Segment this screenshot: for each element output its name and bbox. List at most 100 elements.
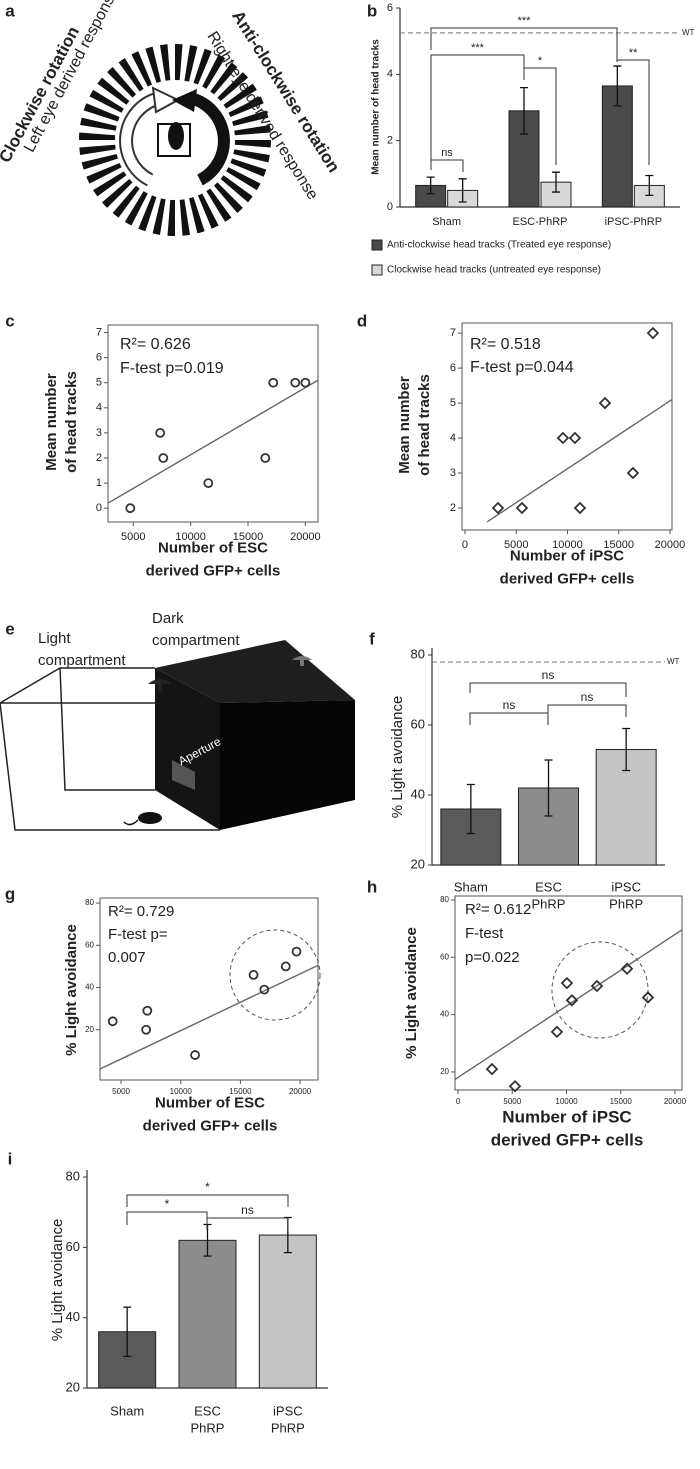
reference-label: WT	[682, 28, 695, 37]
y-tick-label: 20	[66, 1379, 80, 1394]
x-tick-label: 5000	[112, 1087, 130, 1096]
y-axis-label: % Light avoidance	[389, 696, 406, 819]
panel-label: d	[357, 311, 367, 330]
dark-box-side	[155, 668, 220, 830]
significance-bracket	[126, 1211, 208, 1225]
drum-stripe	[184, 45, 198, 82]
point	[515, 501, 529, 515]
drum-stripe	[223, 83, 257, 109]
drum-stripe	[217, 72, 248, 102]
point	[598, 396, 612, 410]
mouse	[138, 812, 162, 824]
error-bar	[426, 176, 435, 195]
y-tick-label: 60	[440, 952, 449, 961]
bar	[258, 1234, 317, 1389]
lamp	[292, 656, 312, 660]
y-tick-label: 80	[66, 1168, 80, 1183]
legend-swatch	[371, 239, 383, 251]
x-tick-label: ESC-PhRP	[512, 216, 567, 228]
drum-stripe	[131, 51, 153, 87]
significance-label: ns	[503, 698, 516, 712]
error-bar	[123, 1306, 132, 1357]
significance-bracket	[469, 682, 627, 697]
lamp-stem	[300, 660, 304, 666]
x-axis-label: Number of iPSC derived GFP+ cells	[500, 547, 635, 587]
legend-swatch	[371, 264, 383, 276]
point	[560, 976, 574, 990]
error-bar	[622, 727, 631, 772]
significance-label: ns	[581, 690, 594, 704]
y-tick-label: 4	[387, 68, 393, 80]
drum-stripe	[83, 103, 120, 122]
legend-label: Anti-clockwise head tracks (Treated eye …	[387, 240, 611, 251]
point	[268, 377, 279, 388]
point	[190, 1050, 200, 1060]
y-tick-label: 3	[96, 427, 102, 439]
x-tick-label: Sham	[110, 1403, 144, 1418]
x-tick-label: 0	[462, 539, 468, 551]
point	[300, 377, 311, 388]
y-tick-label: 1	[96, 477, 102, 489]
drum-stripe	[167, 199, 175, 236]
point	[641, 991, 655, 1004]
drum-stripe	[97, 77, 130, 105]
y-tick-label: 60	[66, 1239, 80, 1254]
bar	[178, 1239, 237, 1389]
x-tick-label: 5000	[503, 1097, 521, 1106]
drum-stripe	[159, 44, 171, 81]
y-tick-label: 80	[411, 646, 425, 661]
y-tick-label: 3	[450, 467, 456, 479]
panel-label: h	[367, 877, 377, 896]
y-axis-label: Mean number of head tracks	[396, 374, 433, 476]
drum-stripe	[79, 132, 116, 140]
y-axis-label: Mean number of head tracks	[43, 371, 80, 473]
dark-box-top	[155, 640, 355, 703]
fit-line	[99, 964, 319, 1070]
significance-label: ns	[241, 1203, 254, 1217]
drum-stripe	[107, 67, 137, 98]
error-bar	[458, 178, 467, 203]
y-tick-label: 40	[411, 786, 425, 801]
anticlockwise-arrowhead	[172, 89, 197, 112]
drum-stripe	[197, 193, 219, 229]
drum-stripe	[228, 96, 264, 118]
y-tick-label: 60	[411, 716, 425, 731]
drum-stripe	[202, 54, 226, 89]
y-tick-label: 40	[66, 1309, 80, 1324]
significance-label: ***	[471, 42, 485, 54]
panel-label: g	[5, 884, 15, 903]
significance-bracket	[616, 59, 650, 165]
x-tick-label: 5000	[121, 531, 145, 543]
significance-label: **	[629, 47, 638, 59]
drum-stripe	[230, 158, 267, 177]
x-tick-label: 15000	[610, 1097, 633, 1106]
point	[125, 503, 136, 514]
y-tick-label: 0	[387, 201, 393, 213]
y-axis-label: % Light avoidance	[63, 924, 80, 1056]
y-tick-label: 4	[450, 432, 456, 444]
y-tick-label: 0	[96, 502, 102, 514]
stat-annotation: R²= 0.729	[108, 903, 174, 920]
drum-stripe	[234, 140, 271, 148]
y-tick-label: 5	[450, 397, 456, 409]
x-tick-label: 10000	[170, 1087, 193, 1096]
point	[248, 969, 259, 980]
highlight-circle	[229, 929, 321, 1021]
aperture	[172, 760, 195, 790]
x-tick-label: 20000	[290, 531, 321, 543]
y-tick-label: 60	[85, 940, 94, 949]
drum-stripe	[79, 144, 116, 156]
point	[259, 984, 270, 995]
point	[203, 478, 214, 489]
y-tick-label: 40	[85, 983, 94, 992]
point	[485, 1062, 499, 1076]
point	[142, 1005, 153, 1016]
x-tick-label: 0	[456, 1097, 461, 1106]
drum-stripe	[234, 124, 271, 136]
panel-label: i	[8, 1149, 13, 1168]
figure-text: Light compartment	[38, 630, 126, 669]
significance-label: ***	[518, 15, 532, 27]
panel-label: a	[5, 1, 15, 20]
